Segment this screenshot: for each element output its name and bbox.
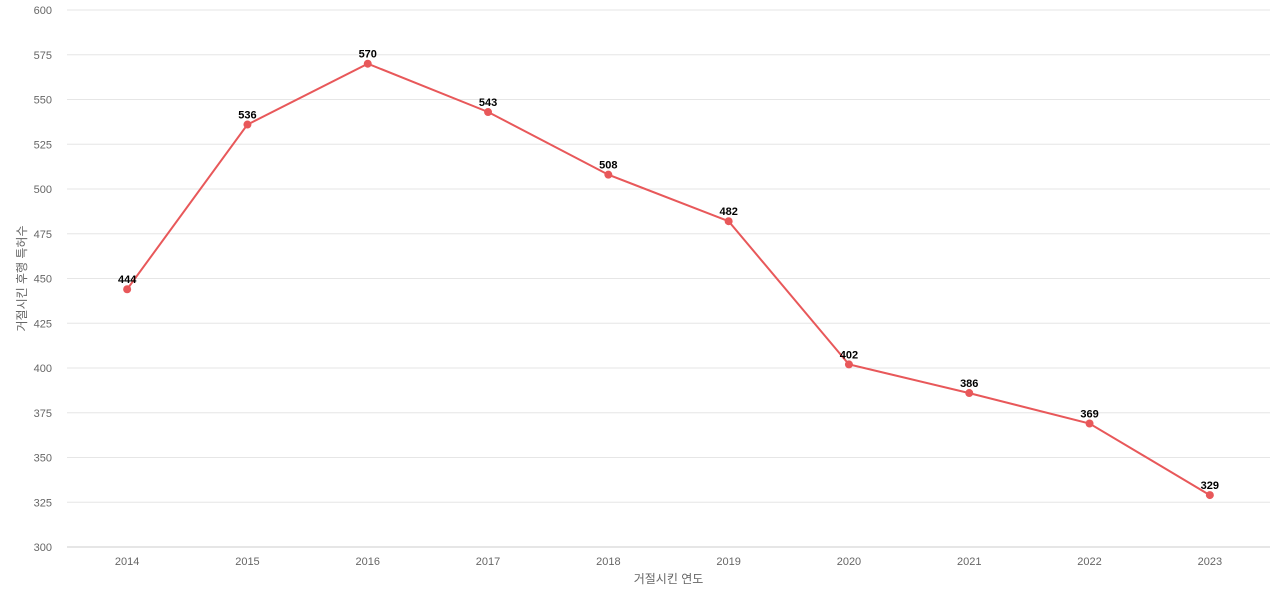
y-tick-label: 325 [34,497,52,509]
data-point [363,59,372,68]
y-tick-label: 400 [34,363,52,375]
y-tick-label: 550 [34,95,52,107]
x-tick-label: 2021 [957,556,981,568]
x-axis-title: 거절시킨 연도 [634,572,704,586]
y-tick-label: 300 [34,542,52,554]
data-point [1205,491,1214,500]
data-label: 329 [1201,480,1219,492]
data-label: 402 [840,349,858,361]
x-tick-label: 2019 [716,556,740,568]
data-point [965,389,974,398]
y-tick-label: 600 [34,5,52,17]
data-point [724,217,733,226]
data-label: 570 [359,49,377,61]
data-label: 369 [1080,408,1098,420]
data-point [604,170,613,179]
gridlines [67,9,1270,503]
data-point [484,108,493,117]
data-label: 386 [960,378,978,390]
y-tick-label: 475 [34,229,52,241]
data-label: 536 [238,110,256,122]
data-points [123,59,1214,500]
y-tick-label: 500 [34,184,52,196]
x-tick-label: 2022 [1077,556,1101,568]
data-labels: 444 536 570 543 508 482 402 386 369 329 [118,49,1219,492]
x-tick-label: 2015 [235,556,259,568]
y-tick-label: 525 [34,139,52,151]
data-point [1085,419,1094,428]
data-label: 482 [719,206,737,218]
data-label: 508 [599,160,617,172]
data-point [243,120,252,129]
y-tick-label: 425 [34,318,52,330]
y-axis-ticks: 300 325 350 375 400 425 450 475 500 525 550 575 600 [34,5,52,554]
x-axis-ticks: 2014 2015 2016 2017 2018 2019 2020 2021 2022 2023 [115,556,1222,568]
x-tick-label: 2018 [596,556,620,568]
data-label: 444 [118,274,137,286]
data-label: 543 [479,97,497,109]
y-axis-title: 거절시킨 후행 특허수 [14,225,29,331]
data-point [844,360,853,369]
x-tick-label: 2014 [115,556,139,568]
x-tick-label: 2016 [356,556,380,568]
series-line [126,62,1211,496]
y-tick-label: 450 [34,274,52,286]
y-tick-label: 350 [34,453,52,465]
data-point [123,285,132,294]
x-tick-label: 2023 [1198,556,1222,568]
x-tick-label: 2020 [837,556,861,568]
x-tick-label: 2017 [476,556,500,568]
y-tick-label: 575 [34,50,52,62]
y-tick-label: 375 [34,408,52,420]
